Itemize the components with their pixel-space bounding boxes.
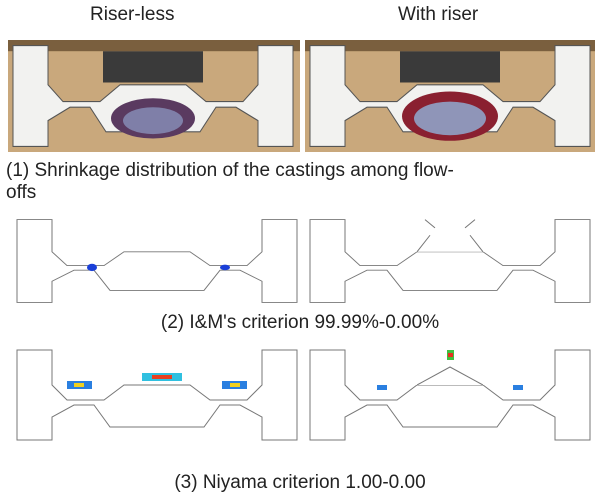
caption: (3) Niyama criterion 1.00-0.00 xyxy=(0,472,600,494)
caption: (1) Shrinkage distribution of the castin… xyxy=(6,160,476,204)
photo-riserless xyxy=(8,40,300,152)
sim-im-with-riser xyxy=(310,215,590,302)
photo-with-riser xyxy=(305,40,595,152)
figure-art xyxy=(0,0,600,503)
figure: Riser-less With riser (1) Shrinkage dist… xyxy=(0,0,600,503)
sim-niyama-with-riser xyxy=(310,345,590,440)
sim-niyama-riserless xyxy=(17,350,297,440)
label: With riser xyxy=(398,4,478,26)
caption: (2) I&M's criterion 99.99%-0.00% xyxy=(0,312,600,334)
label: Riser-less xyxy=(90,4,174,26)
sim-im-riserless xyxy=(17,220,297,303)
